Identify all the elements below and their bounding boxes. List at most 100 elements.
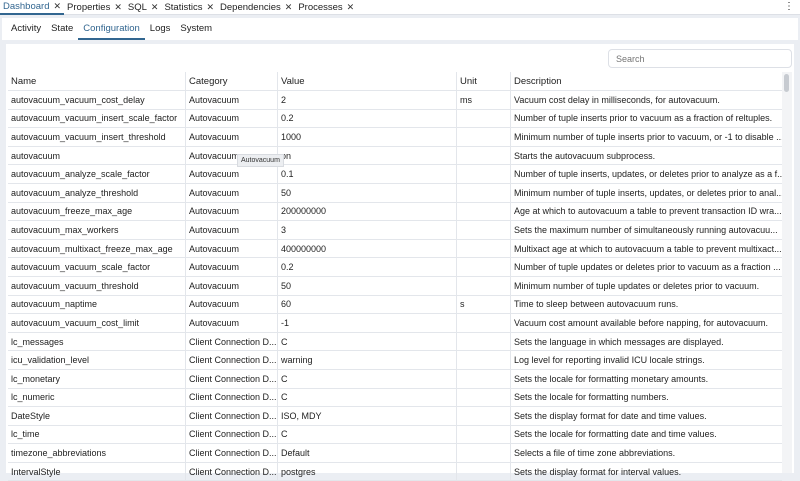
cell-unit	[457, 462, 511, 481]
table-row[interactable]: autovacuum_analyze_threshold Autovacuum 50…	[8, 183, 782, 203]
cell-value: C	[278, 388, 457, 407]
subtab-configuration[interactable]: Configuration	[78, 18, 145, 40]
close-icon[interactable]: ✕	[150, 1, 159, 12]
table-row[interactable]: IntervalStyle Client Connection D... postg…	[8, 462, 782, 481]
tab-label: SQL	[127, 1, 147, 13]
tab-properties[interactable]: Properties ✕	[64, 0, 125, 15]
cell-value: 400000000	[278, 239, 457, 258]
column-header-name[interactable]: Name	[8, 72, 186, 90]
cell-name: autovacuum_analyze_scale_factor	[8, 165, 186, 183]
tab-label: Dashboard	[3, 0, 50, 12]
tab-sql[interactable]: SQL ✕	[125, 0, 162, 15]
cell-unit: ms	[457, 91, 511, 109]
close-icon[interactable]: ✕	[284, 1, 293, 12]
tab-label: Processes	[298, 1, 343, 13]
cell-value: C	[278, 332, 457, 351]
cell-value: warning	[278, 351, 457, 369]
tab-processes[interactable]: Processes ✕	[295, 0, 357, 15]
cell-name: lc_messages	[8, 332, 186, 351]
tab-statistics[interactable]: Statistics ✕	[161, 0, 217, 15]
cell-name: lc_numeric	[8, 388, 186, 407]
search-input[interactable]	[608, 49, 792, 68]
table-row[interactable]: autovacuum_freeze_max_age Autovacuum 20000…	[8, 202, 782, 222]
tooltip: Autovacuum	[237, 154, 284, 167]
subtab-logs[interactable]: Logs	[149, 23, 171, 34]
table-row[interactable]: autovacuum_vacuum_insert_scale_factor Aut…	[8, 109, 782, 129]
cell-description: Sets the locale for formatting numbers.	[514, 392, 669, 403]
cell-value: -1	[278, 314, 457, 332]
cell-value: 0.2	[278, 109, 457, 128]
scrollbar-thumb[interactable]	[784, 74, 789, 92]
table-row[interactable]: autovacuum_max_workers Autovacuum 3 Sets th…	[8, 221, 782, 240]
table-row[interactable]: lc_monetary Client Connection D... C Sets t…	[8, 369, 782, 389]
table-row[interactable]: autovacuum_vacuum_cost_limit Autovacuum -1…	[8, 314, 782, 333]
column-header-description[interactable]: Description	[514, 75, 562, 87]
vertical-scrollbar[interactable]	[782, 72, 792, 473]
cell-category: Client Connection D...	[186, 332, 278, 351]
cell-unit	[457, 183, 511, 202]
cell-value: 0.1	[278, 165, 457, 183]
cell-name: autovacuum_max_workers	[8, 221, 186, 239]
close-icon[interactable]: ✕	[346, 1, 355, 12]
close-icon[interactable]: ✕	[114, 1, 122, 12]
cell-unit	[457, 202, 511, 221]
table-row[interactable]: lc_numeric Client Connection D... C Sets th…	[8, 388, 782, 408]
cell-category: Client Connection D...	[186, 351, 278, 369]
table-row[interactable]: lc_messages Client Connection D... C Sets t…	[8, 332, 782, 352]
cell-name: IntervalStyle	[8, 462, 186, 481]
table-row[interactable]: timezone_abbreviations Client Connection …	[8, 444, 782, 463]
table-row[interactable]: autovacuum_naptime Autovacuum 60 s Time to s…	[8, 295, 782, 315]
table-row[interactable]: autovacuum_vacuum_cost_delay Autovacuum 2 m…	[8, 91, 782, 110]
cell-value: C	[278, 369, 457, 388]
cell-name: autovacuum_vacuum_threshold	[8, 276, 186, 295]
cell-name: autovacuum_vacuum_insert_scale_factor	[8, 109, 186, 128]
table-row[interactable]: autovacuum_analyze_scale_factor Autovacuu…	[8, 165, 782, 184]
column-header-unit[interactable]: Unit	[457, 72, 511, 90]
table-row[interactable]: autovacuum Autovacuum on Starts the autovac…	[8, 146, 782, 166]
cell-unit	[457, 332, 511, 351]
cell-description: Log level for reporting invalid ICU loca…	[514, 355, 705, 366]
tab-dashboard[interactable]: Dashboard ✕	[0, 0, 65, 15]
subtab-activity[interactable]: Activity	[11, 23, 42, 34]
cell-description: Minimum number of tuple inserts prior to…	[514, 131, 782, 142]
cell-category: Autovacuum	[186, 165, 278, 183]
cell-description: Time to sleep between autovacuum runs.	[514, 299, 679, 310]
cell-name: timezone_abbreviations	[8, 444, 186, 462]
table-row[interactable]: icu_validation_level Client Connection D.…	[8, 351, 782, 370]
table-row[interactable]: autovacuum_vacuum_threshold Autovacuum 50 M…	[8, 276, 782, 296]
column-header-value[interactable]: Value	[278, 72, 457, 90]
close-icon[interactable]: ✕	[53, 0, 62, 11]
cell-value: 2	[278, 91, 457, 109]
close-icon[interactable]: ✕	[206, 1, 215, 12]
table-row[interactable]: DateStyle Client Connection D... ISO, MDY S…	[8, 407, 782, 426]
cell-category: Autovacuum	[186, 295, 278, 314]
subtab-state[interactable]: State	[51, 23, 74, 34]
table-row[interactable]: autovacuum_vacuum_scale_factor Autovacuum…	[8, 258, 782, 277]
cell-description: Minimum number of tuple updates or delet…	[514, 280, 760, 291]
cell-unit	[457, 165, 511, 183]
table-row[interactable]: autovacuum_vacuum_insert_threshold Autova…	[8, 128, 782, 147]
column-header-category[interactable]: Category	[186, 72, 278, 90]
subtab-system[interactable]: System	[180, 23, 213, 34]
cell-value: 1000	[278, 128, 457, 146]
cell-value: 3	[278, 221, 457, 239]
sub-tab-bar: Activity State Configuration Logs System	[2, 18, 798, 40]
cell-unit	[457, 444, 511, 462]
tab-label: Properties	[67, 1, 111, 13]
cell-name: autovacuum_vacuum_scale_factor	[8, 258, 186, 276]
table-row[interactable]: autovacuum_multixact_freeze_max_age Autov…	[8, 239, 782, 259]
cell-name: autovacuum_vacuum_cost_limit	[8, 314, 186, 332]
cell-name: autovacuum_freeze_max_age	[8, 202, 186, 221]
cell-description: Selects a file of time zone abbreviation…	[514, 448, 676, 459]
more-options-icon[interactable]: ⋮	[784, 1, 794, 12]
cell-value: Default	[278, 444, 457, 462]
cell-unit	[457, 425, 511, 444]
tab-bar: Dashboard ✕ Properties ✕ SQL ✕ Statistics ✕ Depe…	[0, 0, 800, 15]
table-row[interactable]: lc_time Client Connection D... C Sets the l…	[8, 425, 782, 445]
cell-name: lc_monetary	[8, 369, 186, 388]
cell-name: autovacuum_naptime	[8, 295, 186, 314]
tab-dependencies[interactable]: Dependencies ✕	[217, 0, 295, 15]
cell-unit	[457, 314, 511, 332]
cell-name: autovacuum_vacuum_insert_threshold	[8, 128, 186, 146]
